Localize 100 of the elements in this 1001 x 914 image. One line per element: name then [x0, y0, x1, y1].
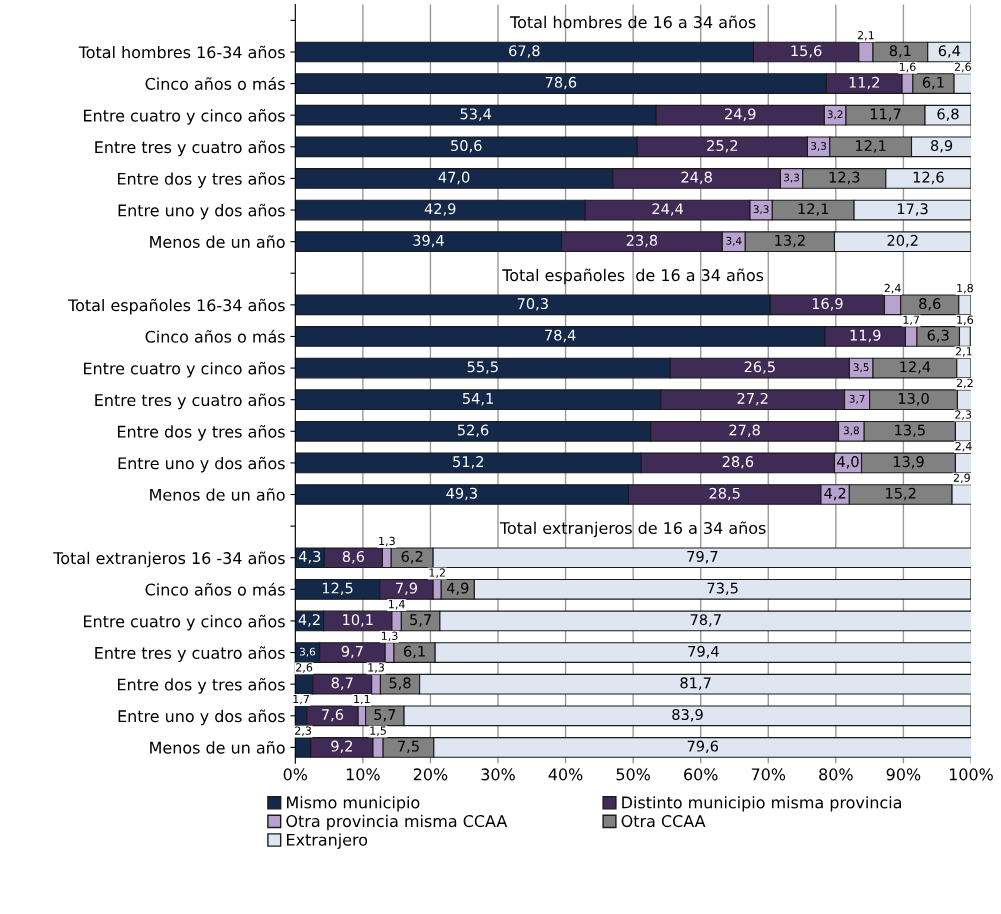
data-label: 24,8 — [681, 171, 712, 185]
data-label: 13,5 — [895, 424, 925, 438]
data-label: 1,2 — [429, 568, 445, 578]
data-label: 3,8 — [843, 426, 859, 436]
data-label: 2,9 — [953, 473, 970, 484]
data-label: 4,9 — [446, 582, 469, 596]
data-label: 26,5 — [744, 361, 775, 374]
y-tick-label: Entre tres y cuatro años — [95, 393, 285, 410]
y-tick-label: Entre dos y tres años — [118, 172, 285, 188]
data-label: 49,3 — [446, 487, 477, 501]
data-label: 83,9 — [672, 708, 703, 722]
data-label: 51,2 — [453, 456, 484, 469]
data-label: 2,6 — [296, 663, 313, 673]
data-label: 55,5 — [467, 361, 498, 374]
data-label: 27,8 — [729, 424, 760, 438]
data-label: 2,1 — [955, 347, 972, 357]
data-label: 47,0 — [438, 171, 470, 185]
data-label: 1,6 — [899, 62, 916, 73]
data-label: 1,3 — [379, 536, 395, 547]
data-label: 8,7 — [331, 677, 353, 690]
data-label: 81,7 — [680, 677, 711, 690]
data-label: 11,7 — [870, 108, 901, 121]
data-label: 3,3 — [811, 141, 827, 151]
data-label: 6,4 — [938, 45, 961, 58]
y-tick-label: Cinco años o más — [145, 76, 285, 90]
x-tick-label: 50% — [616, 768, 650, 781]
data-label: 17,3 — [897, 203, 928, 216]
x-tick-label: 40% — [548, 768, 583, 781]
data-label: 12,6 — [913, 171, 944, 185]
x-tick-label: 90% — [886, 768, 921, 781]
data-label: 24,4 — [652, 203, 684, 216]
y-tick-label: Menos de un año — [150, 235, 285, 248]
y-tick-label: Total hombres 16-34 años — [78, 45, 285, 59]
data-label: 3,4 — [726, 236, 742, 246]
data-label: 9,2 — [331, 740, 353, 754]
y-tick-label: Entre dos y tres años — [118, 677, 285, 694]
data-label: 3,7 — [849, 394, 865, 404]
data-label: 12,3 — [829, 171, 860, 185]
x-tick-label: 10% — [346, 768, 380, 781]
data-label: 2,1 — [857, 31, 874, 41]
data-label: 1,1 — [354, 694, 370, 705]
data-label: 15,6 — [791, 45, 822, 58]
x-tick-label: 60% — [684, 768, 718, 781]
data-label: 73,5 — [707, 582, 738, 596]
data-label: 1,6 — [957, 315, 974, 326]
data-label: 28,5 — [709, 487, 740, 501]
data-label: 1,8 — [957, 283, 973, 294]
data-label: 20,2 — [887, 234, 918, 248]
data-label: 78,4 — [545, 329, 576, 343]
y-tick-label: Total españoles 16-34 años — [68, 298, 285, 315]
x-tick-label: 70% — [751, 768, 786, 781]
x-tick-label: 30% — [481, 768, 515, 781]
data-label: 25,2 — [707, 140, 738, 153]
data-label: 6,8 — [937, 108, 959, 121]
y-tick-label: Menos de un año — [150, 488, 285, 501]
legend-label: Mismo municipio — [287, 796, 420, 812]
y-tick-label: Entre uno y dos años — [118, 203, 285, 220]
data-label: 2,2 — [956, 378, 973, 389]
y-tick-label: Cinco años o más — [145, 582, 285, 596]
y-tick-label: Entre tres y cuatro años — [95, 646, 285, 663]
data-label: 52,6 — [457, 424, 489, 438]
data-label: 13,9 — [893, 456, 924, 469]
data-label: 50,6 — [451, 140, 482, 153]
data-label: 8,9 — [930, 140, 953, 153]
data-label: 67,8 — [509, 45, 540, 58]
data-label: 79,7 — [687, 550, 718, 564]
data-label: 4,2 — [824, 487, 846, 501]
data-label: 4,0 — [837, 456, 859, 469]
data-label: 7,9 — [396, 582, 418, 596]
y-tick-label: Menos de un año — [150, 741, 285, 754]
data-label: 3,5 — [853, 363, 869, 373]
legend-label: Otra CCAA — [621, 815, 706, 828]
data-label: 1,3 — [368, 663, 384, 673]
y-tick-label: Entre tres y cuatro años — [95, 140, 285, 157]
data-label: 8,6 — [919, 298, 941, 311]
data-label: 1,7 — [293, 694, 309, 705]
data-label: 11,2 — [849, 76, 879, 90]
data-label: 16,9 — [812, 298, 843, 311]
data-label: 70,3 — [517, 298, 548, 311]
data-label: 3,3 — [784, 173, 800, 183]
x-tick-label: 80% — [819, 768, 853, 781]
data-label: 6,1 — [403, 645, 425, 659]
data-label: 1,7 — [903, 315, 920, 326]
data-label: 12,1 — [798, 203, 829, 216]
data-label: 24,9 — [725, 108, 756, 121]
annotation: Total extranjeros de 16 a 34 años — [499, 521, 766, 538]
data-label: 15,2 — [886, 487, 916, 501]
x-tick-label: 20% — [413, 768, 448, 781]
data-label: 3,6 — [299, 647, 316, 657]
data-label: 12,4 — [900, 361, 931, 374]
data-label: 2,6 — [954, 62, 971, 73]
data-label: 39,4 — [413, 234, 444, 248]
data-label: 5,7 — [410, 614, 431, 627]
data-label: 78,7 — [690, 614, 721, 627]
data-label: 8,1 — [889, 45, 911, 58]
x-tick-label: 100% — [949, 768, 993, 781]
y-tick-label: Cinco años o más — [145, 329, 285, 343]
data-label: 28,6 — [722, 456, 754, 469]
data-label: 6,2 — [401, 550, 423, 564]
data-label: 6,3 — [927, 329, 949, 343]
